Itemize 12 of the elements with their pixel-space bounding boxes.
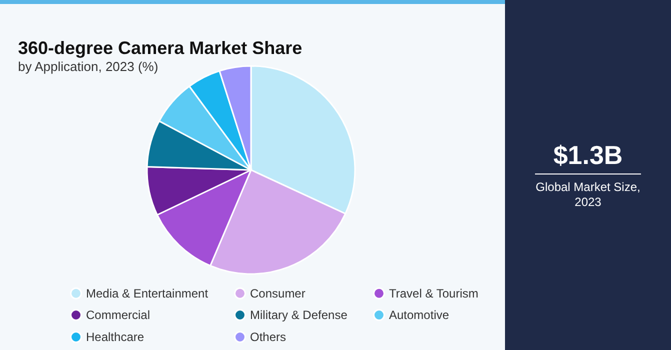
- legend-label: Healthcare: [86, 330, 144, 344]
- legend-label: Military & Defense: [250, 308, 348, 322]
- legend-label: Travel & Tourism: [389, 286, 478, 300]
- legend-label: Commercial: [86, 308, 150, 322]
- legend-label: Media & Entertainment: [86, 286, 209, 300]
- legend-label: Automotive: [389, 308, 450, 322]
- text: $1.3B: [553, 140, 623, 170]
- chart-subtitle: by Application, 2023 (%): [18, 59, 158, 74]
- chart-title: 360-degree Camera Market Share: [18, 38, 302, 58]
- text: Global Market Size, 2023: [536, 180, 640, 209]
- legend-label: Consumer: [250, 286, 306, 300]
- legend-label: Others: [250, 330, 286, 344]
